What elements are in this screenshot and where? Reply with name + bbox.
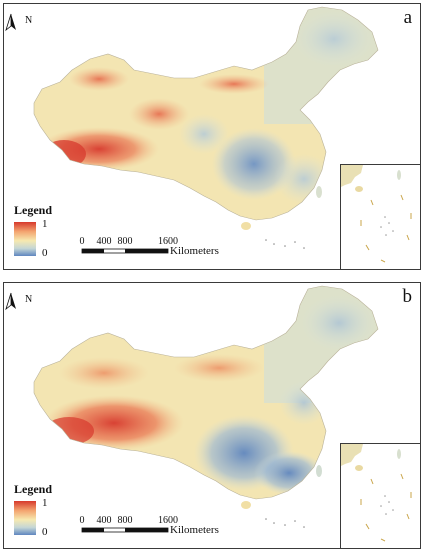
legend-color-ramp <box>14 222 36 256</box>
panel-label: b <box>402 286 413 307</box>
scale-bar <box>81 248 169 254</box>
north-arrow-icon <box>5 292 16 311</box>
south-china-sea-inset <box>340 164 420 269</box>
scale-tick-400: 400 <box>96 515 112 526</box>
scale-unit: Kilometers <box>170 245 219 257</box>
scale-tick-0: 0 <box>79 515 85 526</box>
north-arrow-icon <box>5 13 16 32</box>
taiwan-island <box>316 186 322 198</box>
scale-tick-400: 400 <box>96 236 112 247</box>
legend-min-label: 0 <box>42 526 48 538</box>
scale-tick-0: 0 <box>79 236 85 247</box>
legend-min-label: 0 <box>42 247 48 259</box>
china-map-b <box>33 285 379 533</box>
north-label: N <box>25 15 33 26</box>
panel-label: a <box>403 7 412 28</box>
south-sea-islands <box>265 518 305 528</box>
legend-title: Legend <box>14 203 53 217</box>
hainan-island <box>241 501 251 509</box>
scale-bar <box>81 527 169 533</box>
scale-tick-800: 800 <box>117 236 133 247</box>
legend-title: Legend <box>14 482 53 496</box>
legend-max-label: 1 <box>42 497 48 509</box>
south-sea-islands <box>265 239 305 249</box>
scale-tick-1600: 1600 <box>158 515 178 526</box>
north-label: N <box>25 294 33 305</box>
map-panel-b: N b Legend 1 0 0 400 800 1600 Kilometers <box>3 282 421 549</box>
taiwan-island <box>316 465 322 477</box>
hainan-island <box>241 222 251 230</box>
scale-tick-1600: 1600 <box>158 236 178 247</box>
map-panel-a: N a Legend 1 0 0 400 800 1600 Kilometers <box>3 3 421 270</box>
south-china-sea-inset <box>340 443 420 548</box>
scale-unit: Kilometers <box>170 524 219 536</box>
legend-max-label: 1 <box>42 218 48 230</box>
legend-color-ramp <box>14 501 36 535</box>
china-map-a <box>33 6 379 254</box>
scale-tick-800: 800 <box>117 515 133 526</box>
